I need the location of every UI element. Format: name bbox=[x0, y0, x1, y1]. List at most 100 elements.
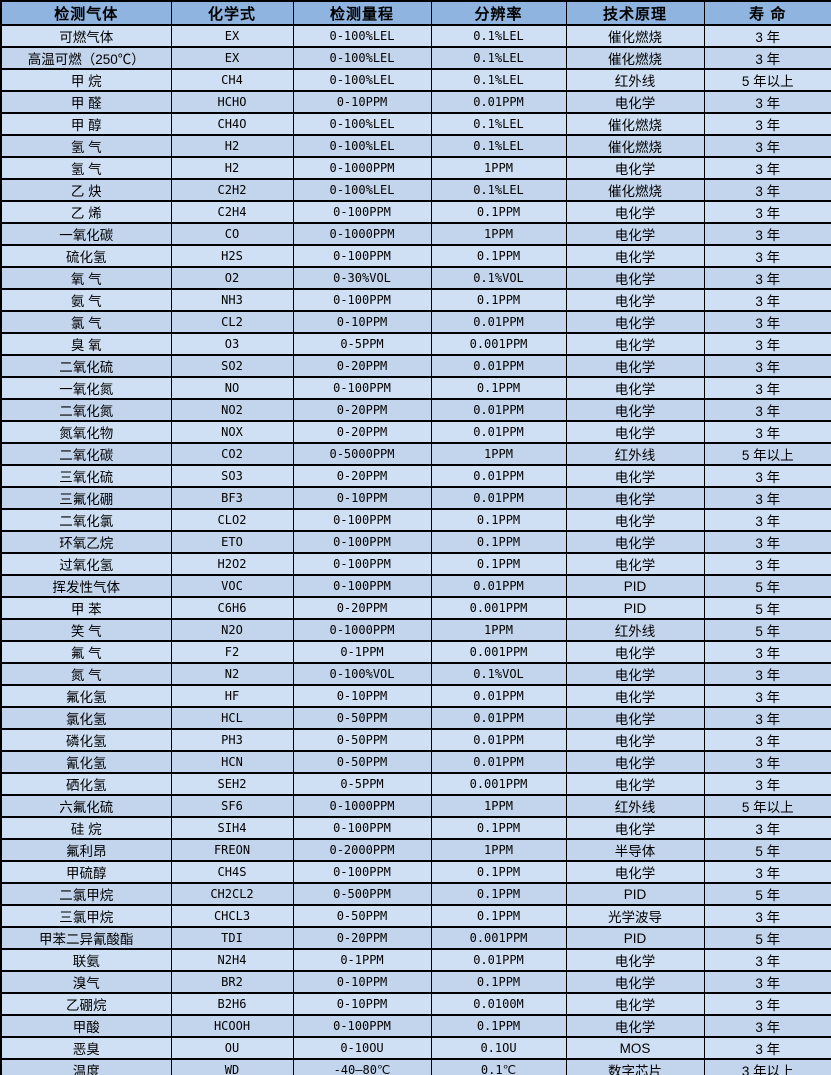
cell-lifespan: 3 年 bbox=[703, 310, 831, 334]
cell-formula: H2S bbox=[170, 244, 294, 268]
cell-gas: 硒化氢 bbox=[0, 772, 172, 796]
cell-principle: 电化学 bbox=[565, 728, 705, 752]
cell-formula: O3 bbox=[170, 332, 294, 356]
cell-range: 0-10PPM bbox=[292, 90, 432, 114]
cell-formula: NO bbox=[170, 376, 294, 400]
cell-lifespan: 3 年 bbox=[703, 46, 831, 70]
cell-resolution: 0.01PPM bbox=[430, 750, 567, 774]
table-row: 二氧化硫 SO2 0-20PPM 0.01PPM 电化学 3 年 bbox=[0, 354, 831, 378]
cell-resolution: 0.01PPM bbox=[430, 354, 567, 378]
cell-resolution: 0.1%LEL bbox=[430, 68, 567, 92]
table-row: 甲酸 HCOOH 0-100PPM 0.1PPM 电化学 3 年 bbox=[0, 1014, 831, 1038]
table-row: 氟化氢 HF 0-10PPM 0.01PPM 电化学 3 年 bbox=[0, 684, 831, 708]
cell-resolution: 0.1PPM bbox=[430, 288, 567, 312]
cell-lifespan: 3 年 bbox=[703, 662, 831, 686]
cell-lifespan: 3 年 bbox=[703, 640, 831, 664]
cell-resolution: 1PPM bbox=[430, 618, 567, 642]
table-row: 硒化氢 SEH2 0-5PPM 0.001PPM 电化学 3 年 bbox=[0, 772, 831, 796]
cell-gas: 乙 炔 bbox=[0, 178, 172, 202]
cell-principle: 电化学 bbox=[565, 398, 705, 422]
cell-gas: 一氧化氮 bbox=[0, 376, 172, 400]
table-row: 甲 醇 CH4O 0-100%LEL 0.1%LEL 催化燃烧 3 年 bbox=[0, 112, 831, 136]
header-row: 检测气体 化学式 检测量程 分辨率 技术原理寿 命 bbox=[0, 0, 831, 26]
cell-range: 0-1PPM bbox=[292, 948, 432, 972]
cell-range: 0-10PPM bbox=[292, 970, 432, 994]
table-row: 二氯甲烷 CH2CL2 0-500PPM 0.1PPM PID 5 年 bbox=[0, 882, 831, 906]
cell-principle: 催化燃烧 bbox=[565, 112, 705, 136]
cell-formula: HCN bbox=[170, 750, 294, 774]
cell-range: 0-5PPM bbox=[292, 332, 432, 356]
cell-range: 0-100%LEL bbox=[292, 178, 432, 202]
cell-range: 0-10PPM bbox=[292, 486, 432, 510]
table-row: 环氧乙烷 ETO 0-100PPM 0.1PPM 电化学 3 年 bbox=[0, 530, 831, 554]
cell-lifespan: 3 年 bbox=[703, 200, 831, 224]
cell-resolution: 0.1PPM bbox=[430, 882, 567, 906]
cell-resolution: 0.01PPM bbox=[430, 684, 567, 708]
cell-formula: CH4O bbox=[170, 112, 294, 136]
cell-resolution: 0.1%VOL bbox=[430, 662, 567, 686]
cell-resolution: 0.001PPM bbox=[430, 596, 567, 620]
cell-resolution: 0.1%LEL bbox=[430, 178, 567, 202]
cell-gas: 环氧乙烷 bbox=[0, 530, 172, 554]
cell-formula: CO2 bbox=[170, 442, 294, 466]
cell-range: 0-100%LEL bbox=[292, 24, 432, 48]
cell-resolution: 0.01PPM bbox=[430, 486, 567, 510]
cell-formula: N2O bbox=[170, 618, 294, 642]
cell-formula: OU bbox=[170, 1036, 294, 1060]
cell-range: 0-100PPM bbox=[292, 574, 432, 598]
table-row: 可燃气体 EX 0-100%LEL 0.1%LEL 催化燃烧 3 年 bbox=[0, 24, 831, 48]
table-row: 二氧化氮 NO2 0-20PPM 0.01PPM 电化学 3 年 bbox=[0, 398, 831, 422]
cell-lifespan: 5 年 bbox=[703, 838, 831, 862]
cell-resolution: 0.1%LEL bbox=[430, 46, 567, 70]
cell-formula: WD bbox=[170, 1058, 294, 1075]
table-row: 磷化氢 PH3 0-50PPM 0.01PPM 电化学 3 年 bbox=[0, 728, 831, 752]
cell-range: 0-100PPM bbox=[292, 530, 432, 554]
cell-range: 0-30%VOL bbox=[292, 266, 432, 290]
table-row: 甲苯二异氰酸酯 TDI 0-20PPM 0.001PPM PID 5 年 bbox=[0, 926, 831, 950]
table-row: 笑 气 N2O 0-1000PPM 1PPM 红外线 5 年 bbox=[0, 618, 831, 642]
cell-lifespan: 3 年 bbox=[703, 904, 831, 928]
cell-resolution: 0.01PPM bbox=[430, 464, 567, 488]
cell-lifespan: 5 年 bbox=[703, 926, 831, 950]
cell-lifespan: 3 年 bbox=[703, 772, 831, 796]
cell-gas: 可燃气体 bbox=[0, 24, 172, 48]
cell-formula: BR2 bbox=[170, 970, 294, 994]
table-row: 氨 气 NH3 0-100PPM 0.1PPM 电化学 3 年 bbox=[0, 288, 831, 312]
cell-principle: 电化学 bbox=[565, 508, 705, 532]
cell-range: 0-100%LEL bbox=[292, 112, 432, 136]
cell-formula: HCHO bbox=[170, 90, 294, 114]
cell-range: 0-1PPM bbox=[292, 640, 432, 664]
cell-principle: 电化学 bbox=[565, 244, 705, 268]
cell-lifespan: 3 年 bbox=[703, 420, 831, 444]
cell-formula: C2H2 bbox=[170, 178, 294, 202]
cell-principle: 电化学 bbox=[565, 860, 705, 884]
column-header-lifespan: 寿 命 bbox=[703, 0, 831, 26]
cell-principle: 电化学 bbox=[565, 420, 705, 444]
table-row: 甲 苯 C6H6 0-20PPM 0.001PPM PID 5 年 bbox=[0, 596, 831, 620]
cell-range: 0-10PPM bbox=[292, 684, 432, 708]
cell-principle: 红外线 bbox=[565, 794, 705, 818]
cell-principle: PID bbox=[565, 596, 705, 620]
cell-formula: CLO2 bbox=[170, 508, 294, 532]
cell-lifespan: 3 年 bbox=[703, 398, 831, 422]
cell-lifespan: 3 年 bbox=[703, 178, 831, 202]
cell-formula: CH2CL2 bbox=[170, 882, 294, 906]
cell-gas: 氟化氢 bbox=[0, 684, 172, 708]
cell-resolution: 0.1PPM bbox=[430, 530, 567, 554]
cell-range: 0-10OU bbox=[292, 1036, 432, 1060]
cell-gas: 温度 bbox=[0, 1058, 172, 1075]
table-row: 三氧化硫 SO3 0-20PPM 0.01PPM 电化学 3 年 bbox=[0, 464, 831, 488]
cell-gas: 二氧化氮 bbox=[0, 398, 172, 422]
cell-range: 0-100%LEL bbox=[292, 46, 432, 70]
cell-resolution: 0.1PPM bbox=[430, 904, 567, 928]
cell-gas: 甲硫醇 bbox=[0, 860, 172, 884]
cell-range: 0-20PPM bbox=[292, 420, 432, 444]
cell-lifespan: 3 年 bbox=[703, 24, 831, 48]
table-row: 臭 氧 O3 0-5PPM 0.001PPM 电化学 3 年 bbox=[0, 332, 831, 356]
cell-gas: 氨 气 bbox=[0, 288, 172, 312]
cell-lifespan: 3 年 bbox=[703, 222, 831, 246]
cell-formula: B2H6 bbox=[170, 992, 294, 1016]
cell-gas: 乙硼烷 bbox=[0, 992, 172, 1016]
cell-formula: PH3 bbox=[170, 728, 294, 752]
